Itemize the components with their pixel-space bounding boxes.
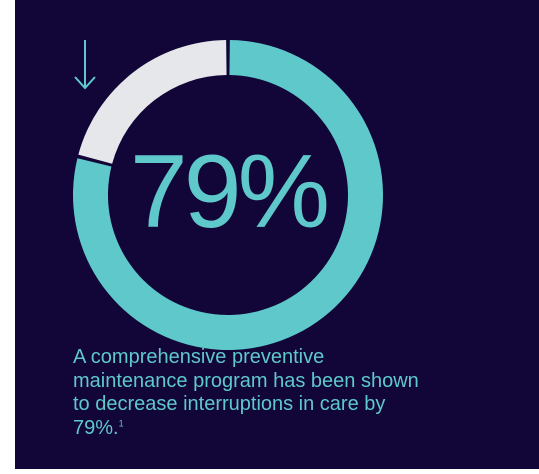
arrow-down-icon bbox=[74, 40, 96, 90]
donut-slice-remainder bbox=[78, 40, 227, 164]
donut-chart: 79% bbox=[73, 40, 383, 350]
infographic-panel: 79% A comprehensive preventive maintenan… bbox=[15, 0, 539, 469]
footnote-marker: 1 bbox=[118, 417, 124, 428]
caption: A comprehensive preventive maintenance p… bbox=[73, 346, 433, 440]
percentage-value: 79% bbox=[129, 134, 330, 250]
donut-svg bbox=[73, 40, 383, 350]
caption-text: A comprehensive preventive maintenance p… bbox=[73, 346, 419, 439]
